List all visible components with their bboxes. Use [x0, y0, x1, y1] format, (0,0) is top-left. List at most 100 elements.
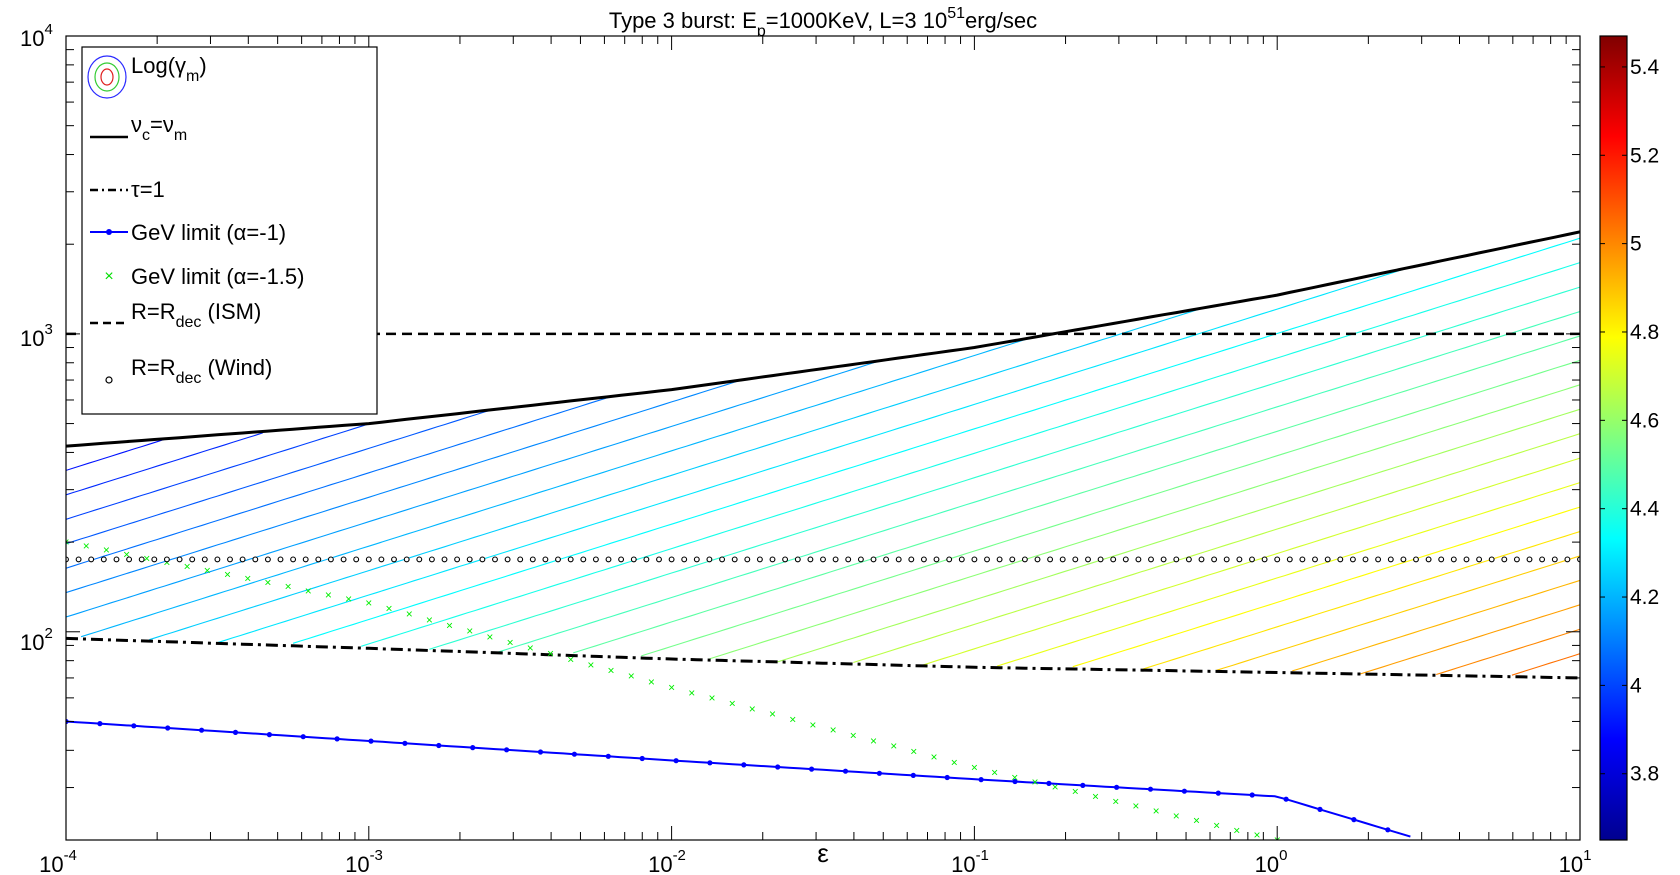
series-point-gev-alpha-1 [300, 734, 306, 740]
series-point-r-dec-wind [391, 556, 397, 563]
series-point-gev-alpha-1-5: × [325, 588, 332, 602]
series-point-gev-alpha-1 [1114, 784, 1120, 790]
series-point-r-dec-wind [340, 556, 347, 563]
series-point-r-dec-wind [1198, 556, 1205, 563]
series-point-r-dec-wind [353, 556, 360, 563]
series-point-r-dec-wind [1375, 556, 1382, 563]
series-point-gev-alpha-1 [1249, 792, 1255, 798]
legend-label: GeV limit (α=-1.5) [131, 264, 304, 289]
series-point-gev-alpha-1-5: × [1052, 780, 1059, 794]
series-point-gev-alpha-1-5: × [1173, 809, 1180, 823]
series-point-gev-alpha-1-5: × [1193, 814, 1200, 828]
colorbar-gradient [1599, 35, 1628, 841]
series-point-gev-alpha-1 [1215, 790, 1221, 796]
series-point-gev-alpha-1 [775, 764, 781, 770]
contour-line [777, 408, 1580, 663]
series-point-gev-alpha-1-5: × [123, 547, 130, 561]
series-point-r-dec-wind [1425, 556, 1432, 563]
series-point-gev-alpha-1 [402, 740, 408, 746]
series-point-gev-alpha-1-5: × [951, 755, 958, 769]
x-tick-label: 10-3 [345, 847, 383, 875]
contour-line [361, 262, 1580, 647]
y-tick-label: 102 [20, 625, 53, 655]
series-point-gev-alpha-1 [809, 766, 815, 772]
colorbar-tick-label: 4.8 [1630, 321, 1659, 344]
contour-line [66, 396, 612, 569]
series-point-r-dec-wind [857, 556, 864, 563]
series-point-r-dec-wind [1463, 556, 1470, 563]
series-point-gev-alpha-1 [368, 738, 374, 744]
series-point-gev-alpha-1 [1419, 0, 1424, 3]
series-point-gev-alpha-1 [165, 725, 171, 731]
series-point-r-dec-wind [1173, 556, 1180, 563]
series-point-r-dec-wind [946, 556, 953, 563]
legend-label: νc=νm [131, 112, 187, 144]
series-point-gev-alpha-1 [842, 768, 849, 774]
colorbar: 3.8 4 4.2 4.4 4.6 4.8 5 5.2 5.4 [1599, 35, 1660, 841]
contour-line [292, 237, 1580, 644]
series-point-gev-alpha-1-5: × [1092, 790, 1099, 804]
series-point-gev-alpha-1 [1012, 778, 1018, 785]
x-tick-label: 10-2 [648, 847, 686, 875]
series-point-r-dec-wind [693, 556, 700, 563]
series-point-r-dec-wind [163, 556, 170, 563]
series-point-r-dec-wind [201, 556, 208, 563]
colorbar-tick-label: 5.2 [1630, 144, 1659, 167]
legend-contour-icon [87, 55, 127, 99]
series-point-gev-alpha-1-5: × [971, 761, 978, 775]
series-point-r-dec-wind [1387, 556, 1394, 563]
title-post: erg/sec [965, 8, 1037, 33]
series-point-gev-alpha-1-5: × [83, 539, 90, 553]
series-point-r-dec-wind [1324, 556, 1331, 563]
series-point-r-dec-wind [756, 556, 763, 563]
series-point-gev-alpha-1 [639, 755, 645, 762]
series-point-r-dec-wind [1236, 556, 1243, 563]
series-point-r-dec-wind [454, 556, 461, 563]
series-point-gev-alpha-1-5: × [345, 592, 352, 606]
series-point-gev-alpha-1-5: × [991, 765, 998, 779]
series-point-r-dec-wind [971, 556, 978, 563]
series-point-gev-alpha-1-5: × [305, 584, 312, 598]
series-point-r-dec-wind [315, 556, 322, 563]
series-point-gev-alpha-1 [1351, 817, 1357, 823]
series-point-gev-alpha-1-5: × [507, 635, 514, 649]
title-mid: =1000KeV, L=3 10 [766, 8, 947, 33]
contour-line [149, 307, 1202, 641]
series-point-gev-alpha-1-5: × [224, 568, 231, 582]
series-point-gev-alpha-1-5: × [285, 580, 292, 594]
series-point-r-dec-wind [479, 556, 486, 563]
series-point-gev-alpha-1-5: × [365, 596, 372, 610]
series-point-gev-alpha-1-5: × [547, 647, 554, 661]
series-point-r-dec-wind [719, 556, 726, 563]
series-point-r-dec-wind [327, 556, 334, 563]
x-tick-label: 100 [1255, 847, 1288, 875]
series-point-gev-alpha-1-5: × [628, 669, 635, 683]
series-point-r-dec-wind [277, 556, 284, 563]
series-point-gev-alpha-1-5: × [870, 734, 877, 748]
series-point-gev-alpha-1-5: × [688, 686, 695, 700]
series-point-gev-alpha-1 [334, 736, 340, 742]
contour-line [573, 335, 1580, 654]
series-point-gev-alpha-1 [1181, 788, 1187, 794]
legend: Log(γm) νc=νm τ=1 GeV limit (α=-1) × GeV… [81, 46, 378, 415]
series-point-r-dec-wind [1009, 556, 1016, 563]
series-point-r-dec-wind [1438, 556, 1445, 563]
series-point-r-dec-wind [1299, 556, 1306, 563]
series-point-r-dec-wind [820, 556, 826, 563]
series-point-r-dec-wind [378, 556, 385, 563]
series-point-r-dec-wind [618, 556, 625, 563]
series-point-r-dec-wind [1072, 556, 1079, 563]
series-point-gev-alpha-1-5: × [204, 564, 211, 578]
series-point-r-dec-wind [264, 556, 271, 563]
series-point-gev-alpha-1-5: × [1011, 770, 1018, 784]
series-point-r-dec-wind [75, 556, 82, 563]
y-tick-label: 103 [20, 321, 53, 351]
series-point-r-dec-wind [365, 556, 372, 563]
series-point-gev-alpha-1 [673, 758, 679, 764]
series-point-gev-alpha-1-5: × [708, 691, 715, 705]
series-point-r-dec-wind [958, 556, 965, 563]
contour-line [66, 361, 877, 618]
series-point-gev-alpha-1-5: × [1233, 823, 1240, 837]
series-point-r-dec-wind [1047, 556, 1054, 563]
series-point-r-dec-wind [1034, 556, 1041, 563]
